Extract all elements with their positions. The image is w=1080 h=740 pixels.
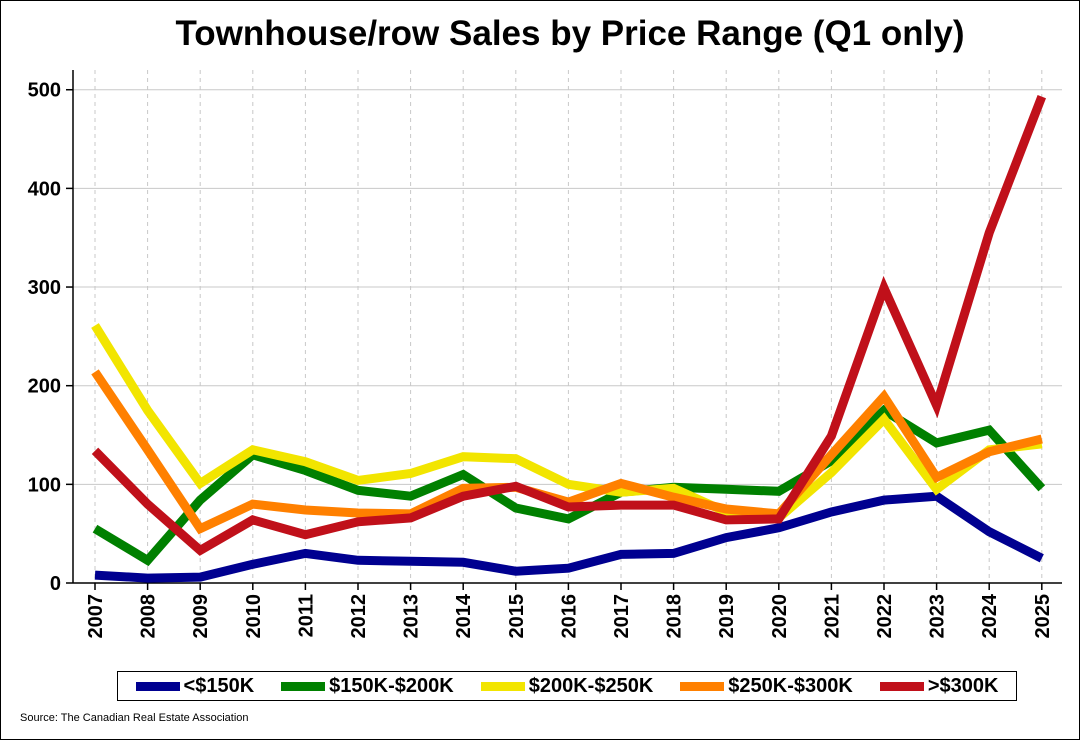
x-tick-label: 2008 <box>138 594 160 639</box>
x-tick-label: 2015 <box>506 594 528 639</box>
x-tick-label: 2010 <box>243 594 265 639</box>
x-tick-label: 2013 <box>401 594 423 639</box>
x-tick-label: 2020 <box>769 594 791 639</box>
x-tick-label: 2018 <box>664 594 686 639</box>
series-line <box>91 94 1046 556</box>
legend-swatch <box>480 681 525 691</box>
source-note: Source: The Canadian Real Estate Associa… <box>20 712 249 724</box>
legend-label: <$150K <box>183 674 255 697</box>
y-tick-label: 300 <box>28 277 61 299</box>
y-tick-label: 400 <box>28 178 61 200</box>
x-tick-label: 2012 <box>348 594 370 639</box>
series-line <box>91 369 1043 535</box>
legend-item: <$150K <box>135 674 255 698</box>
x-tick-label: 2024 <box>979 593 1001 638</box>
legend-swatch <box>879 681 924 691</box>
x-tick-label: 2016 <box>558 594 580 639</box>
legend-item: $200K-$250K <box>480 674 654 698</box>
series-layer <box>91 94 1046 583</box>
legend-label: $250K-$300K <box>728 674 853 697</box>
x-tick-label: 2022 <box>874 594 896 639</box>
y-tick-label: 200 <box>28 376 61 398</box>
legend-label: $150K-$200K <box>329 674 454 697</box>
series-line <box>91 323 1043 523</box>
legend-label: $200K-$250K <box>528 674 654 697</box>
legend-item: $250K-$300K <box>680 675 853 698</box>
legend-swatch <box>281 681 326 691</box>
legend-label: >$300K <box>927 674 999 697</box>
x-tick-label: 2021 <box>821 594 843 639</box>
legend-swatch <box>135 681 180 691</box>
axis-layer: 0 100 200 300 400 500 2007 2008 2009 2010 2011 2012… <box>28 70 1062 639</box>
series-line <box>94 491 1044 583</box>
x-tick-label: 2007 <box>85 594 107 639</box>
y-tick-label: 500 <box>28 80 61 102</box>
x-tick-label: 2023 <box>927 594 949 639</box>
legend-swatch <box>680 681 725 691</box>
x-tick-label: 2009 <box>190 594 212 639</box>
x-tick-label: 2014 <box>453 593 475 638</box>
x-tick-label: 2019 <box>716 594 738 639</box>
y-tick-label: 0 <box>50 573 61 595</box>
x-tick-label: 2017 <box>611 594 633 639</box>
y-tick-label: 100 <box>28 474 61 496</box>
x-tick-label: 2011 <box>295 594 317 637</box>
legend: <$150K $150K-$200K $200K-$250K $250K-$300K >… <box>117 671 1017 701</box>
chart-title: Townhouse/row Sales by Price Range (Q1 o… <box>175 14 965 53</box>
legend-item: $150K-$200K <box>281 675 454 698</box>
x-tick-label: 2025 <box>1032 594 1054 639</box>
legend-item: >$300K <box>879 674 999 698</box>
